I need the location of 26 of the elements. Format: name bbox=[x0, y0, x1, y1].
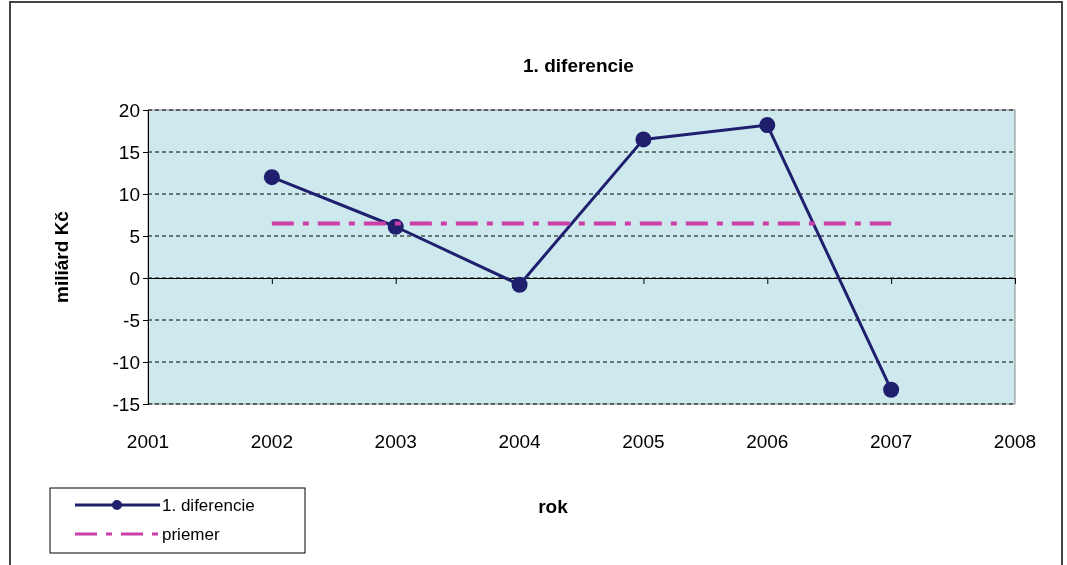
y-tick-label: 20 bbox=[118, 99, 140, 121]
point bbox=[263, 169, 280, 186]
point bbox=[759, 117, 776, 134]
y-tick-label: -10 bbox=[112, 351, 140, 373]
point bbox=[511, 276, 528, 293]
y-tick-label: -5 bbox=[123, 309, 140, 331]
y-tick-label: 15 bbox=[118, 141, 140, 163]
y-tick-label: 0 bbox=[129, 267, 140, 289]
y-axis-title: miliárd Kč bbox=[51, 210, 72, 303]
x-tick-label: 2007 bbox=[870, 431, 913, 452]
x-tick-label: 2003 bbox=[374, 431, 417, 452]
x-tick-label: 2008 bbox=[993, 431, 1037, 452]
point bbox=[635, 131, 652, 148]
x-axis-title: rok bbox=[538, 496, 569, 517]
x-tick-label: 2006 bbox=[746, 431, 789, 452]
y-tick-label: 10 bbox=[118, 183, 140, 205]
legend-label: priemer bbox=[162, 525, 220, 544]
x-tick-label: 2001 bbox=[126, 431, 170, 452]
y-tick-label: -15 bbox=[112, 393, 140, 415]
y-tick-label: 5 bbox=[129, 225, 140, 247]
chart-title: 1. diferencie bbox=[523, 55, 634, 76]
x-tick-label: 2005 bbox=[622, 431, 665, 452]
point bbox=[883, 381, 900, 398]
x-tick-label: 2004 bbox=[498, 431, 542, 452]
x-tick-label: 2002 bbox=[250, 431, 293, 452]
legend-label: 1. diferencie bbox=[162, 496, 255, 515]
